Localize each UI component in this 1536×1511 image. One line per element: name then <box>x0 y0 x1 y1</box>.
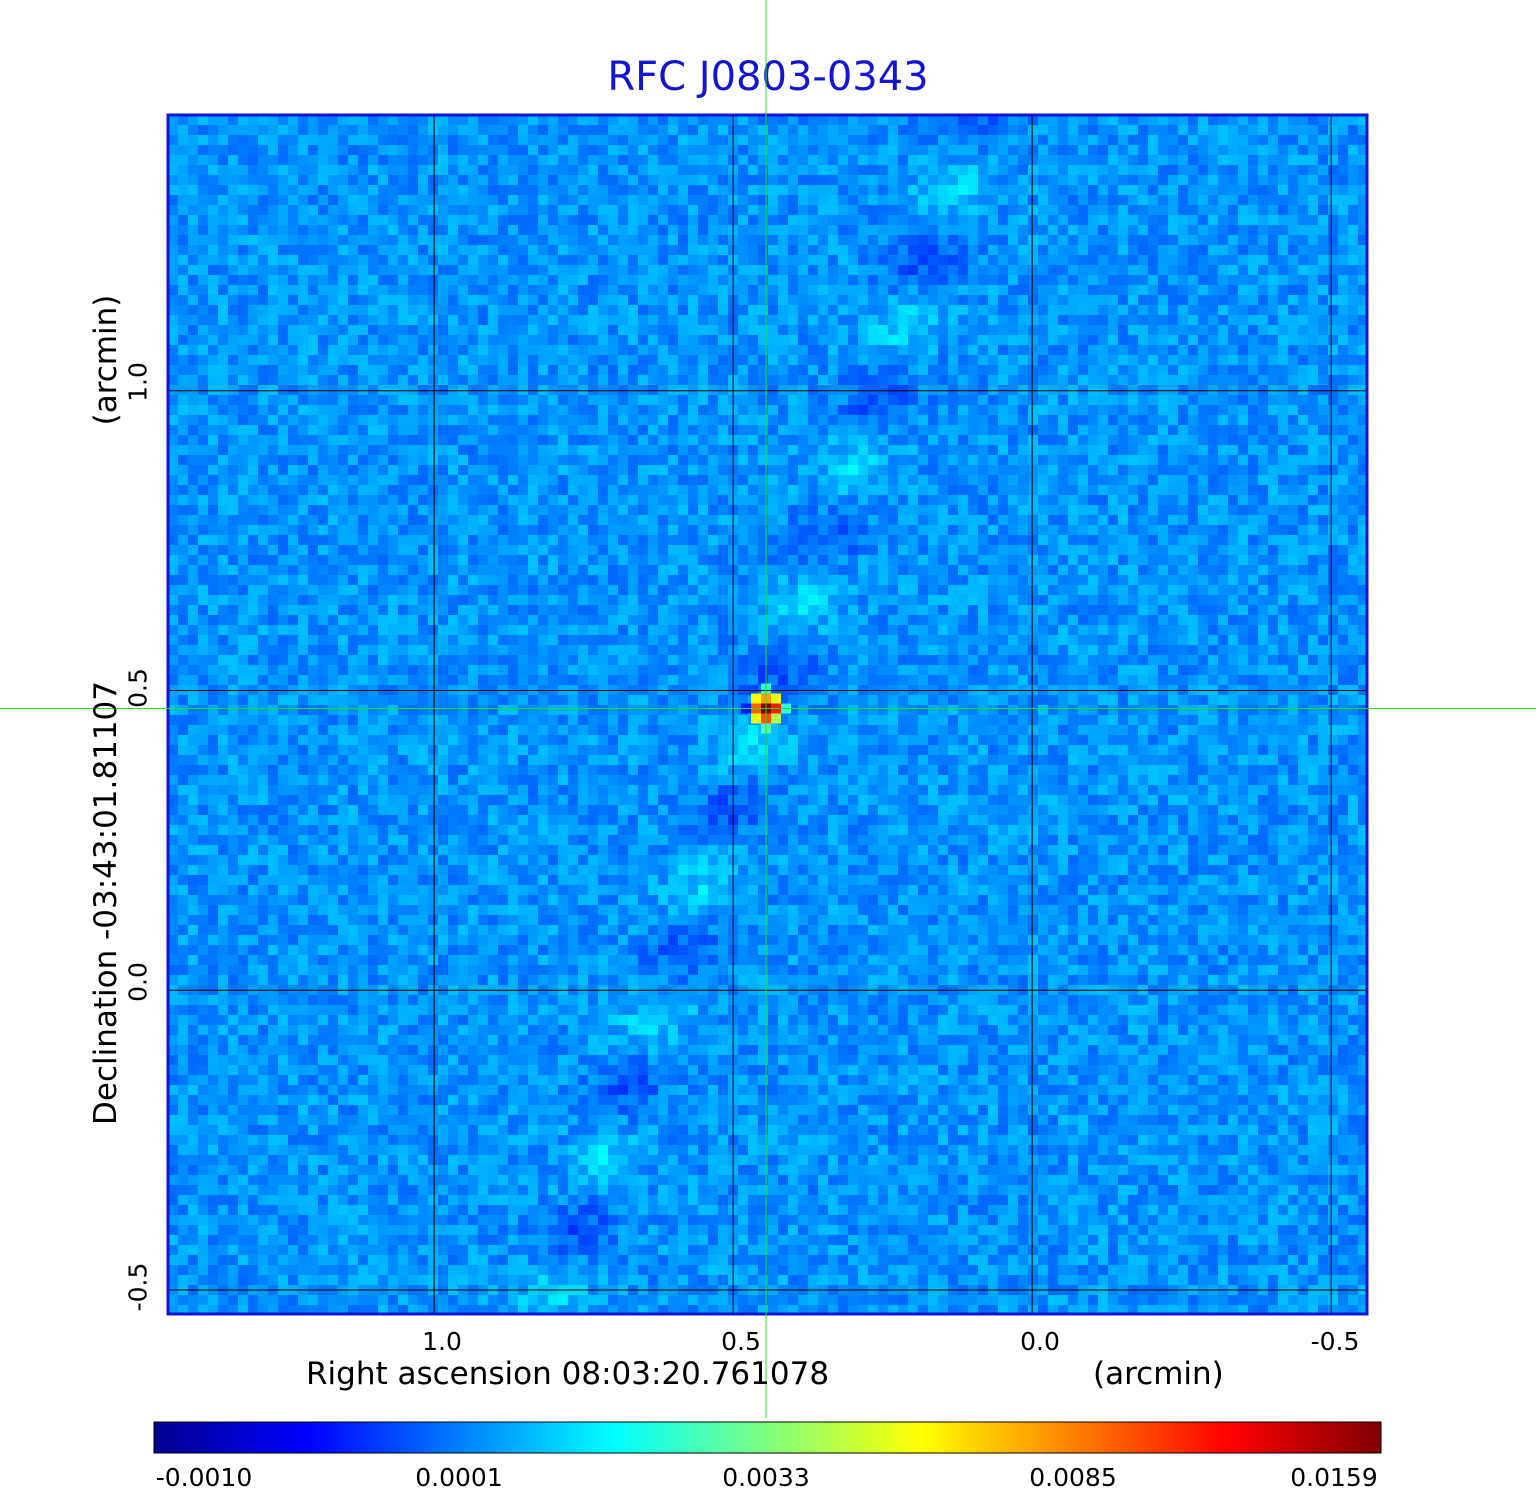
y-tick-label: 0.0 <box>123 962 153 1002</box>
y-tick-label: 0.5 <box>123 668 153 708</box>
y-axis-label: Declination -03:43:01.81107 <box>88 681 124 1125</box>
colorbar-tick-label: -0.0010 <box>155 1463 253 1492</box>
x-axis-label: Right ascension 08:03:20.761078 <box>306 1356 830 1392</box>
y-axis-unit: (arcmin) <box>88 294 124 426</box>
colorbar-tick-label: 0.0159 <box>1290 1463 1378 1492</box>
colorbar <box>153 1421 1382 1454</box>
colorbar-tick-label: 0.0033 <box>722 1463 810 1492</box>
chart-title: RFC J0803-0343 <box>607 54 929 100</box>
y-tick-label: -0.5 <box>123 1262 153 1312</box>
colorbar-tick-label: 0.0085 <box>1029 1463 1117 1492</box>
x-tick-label: -0.5 <box>1310 1327 1360 1356</box>
x-axis-unit: (arcmin) <box>1093 1356 1224 1392</box>
x-tick-label: 1.0 <box>422 1327 462 1356</box>
x-tick-label: 0.0 <box>1020 1327 1060 1356</box>
plot-frame <box>166 113 1369 1316</box>
y-tick-label: 1.0 <box>123 362 153 402</box>
x-tick-label: 0.5 <box>721 1327 761 1356</box>
colorbar-tick-label: 0.0001 <box>415 1463 503 1492</box>
